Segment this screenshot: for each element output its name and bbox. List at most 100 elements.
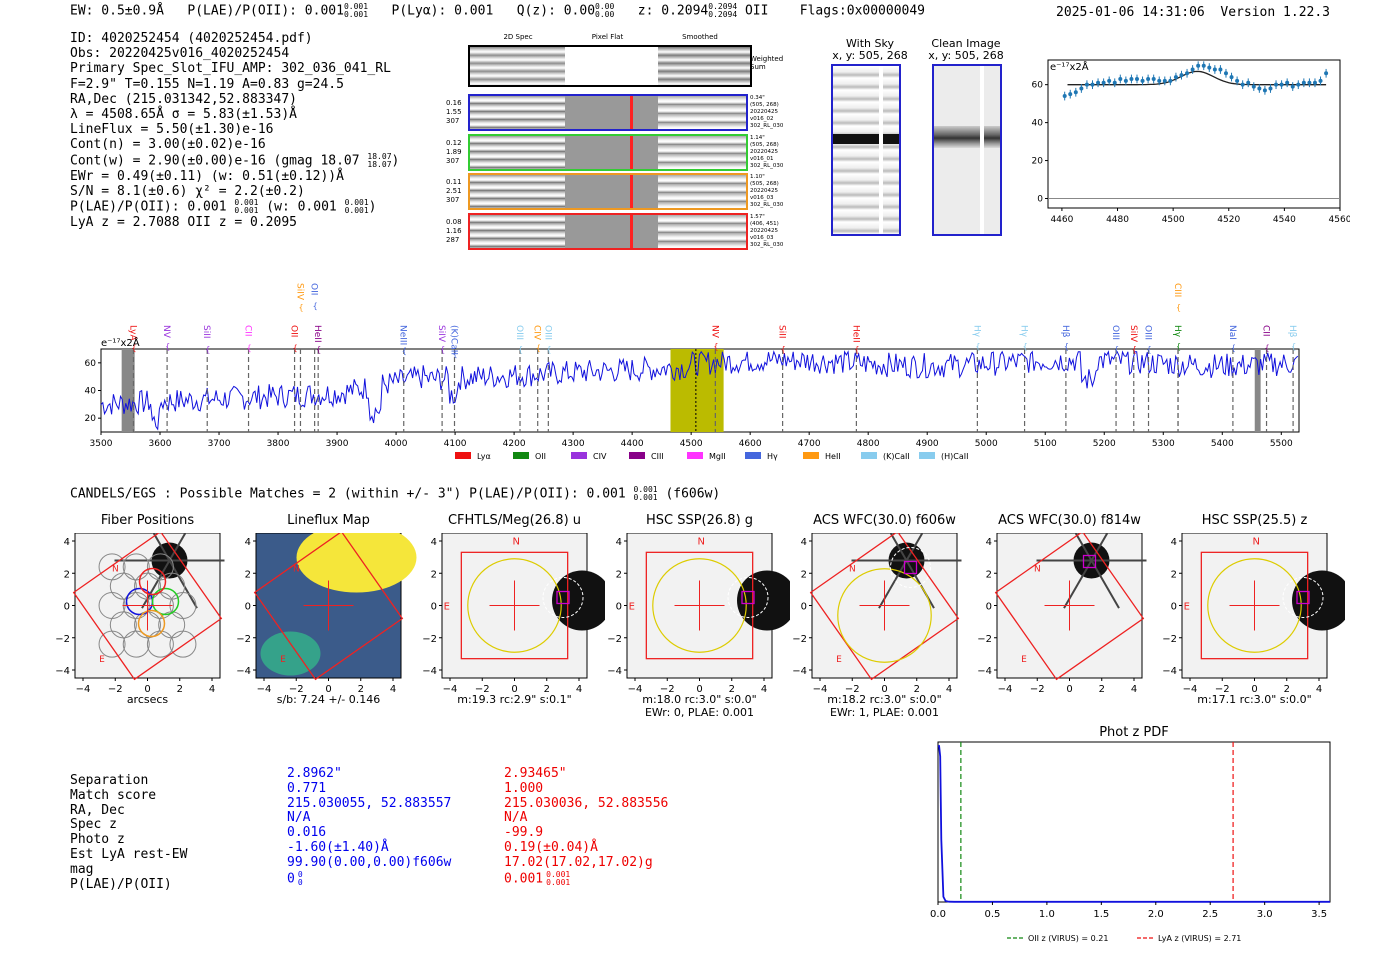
north-label: N bbox=[849, 565, 856, 575]
full-xtick-label: 4100 bbox=[444, 439, 467, 449]
with-sky-xy: x, y: 505, 268 bbox=[832, 49, 908, 62]
full-line-label: HeII bbox=[312, 325, 322, 343]
photz-xtick-label: 0.5 bbox=[984, 909, 1000, 920]
with-sky-gap bbox=[879, 66, 883, 234]
info-contw-sub: 18.07 bbox=[367, 159, 392, 169]
match-value-sup: 0 bbox=[297, 869, 303, 879]
cutout-ytick-label: 0 bbox=[431, 602, 437, 613]
full-line-brace: { bbox=[131, 344, 136, 353]
match-value: 99.90(0.00,0.00)f606w bbox=[287, 855, 451, 871]
spec2d-row-2d bbox=[470, 175, 565, 208]
weighted-sum-label: Weighted Sum bbox=[750, 55, 784, 71]
clean-gap bbox=[980, 66, 984, 234]
full-legend-label: CIII bbox=[651, 452, 664, 461]
zoom-point bbox=[1229, 75, 1234, 80]
east-label: E bbox=[99, 655, 105, 665]
diffraction-spike bbox=[1090, 533, 1109, 561]
header-datetime: 2025-01-06 14:31:06 bbox=[1056, 5, 1205, 20]
full-line-label: Hγ bbox=[1019, 325, 1029, 338]
zoom-point bbox=[1240, 82, 1245, 87]
info-contw-sup: 18.07 bbox=[367, 151, 392, 161]
full-line-label: OIII bbox=[1143, 325, 1153, 340]
full-legend-swatch bbox=[513, 452, 529, 459]
full-xtick-label: 4300 bbox=[562, 439, 585, 449]
cutout-panel: N E 4 2 0 −2 −4 −4 −2 0 2 4 bbox=[55, 533, 225, 695]
cutout-caption: m:19.3 rc:2.9" s:0.1" bbox=[457, 693, 572, 706]
full-ytick-label: 60 bbox=[85, 359, 97, 369]
info-plae: P(LAE)/P(OII): 0.001 0.001 0.001 (w: 0.00… bbox=[70, 198, 377, 216]
spec2d-row-stat: 0.11 bbox=[446, 178, 462, 186]
header-plae-sub: 0.001 bbox=[343, 10, 369, 19]
clean-title-text: Clean Image bbox=[931, 37, 1001, 50]
aperture-diamond bbox=[994, 533, 1145, 681]
cutout-xtick-label: −2 bbox=[845, 684, 860, 695]
full-legend-label: Lyα bbox=[477, 452, 491, 461]
full-mask-right bbox=[1254, 349, 1261, 432]
full-xtick-label: 5200 bbox=[1093, 439, 1116, 449]
cutout-ytick-label: 4 bbox=[245, 537, 251, 548]
zoom-point bbox=[1118, 76, 1123, 81]
spec2d-panel: 2D Spec Pixel Flat Smoothed Weighted Sum… bbox=[440, 33, 790, 255]
photz-legend-label: OII z (VIRUS) = 0.21 bbox=[1028, 934, 1108, 943]
zoom-ytick-label: 60 bbox=[1032, 81, 1044, 91]
full-line-label: OII bbox=[289, 325, 299, 337]
full-line-brace: { bbox=[781, 345, 786, 354]
info-sn: S/N = 8.1(±0.6) χ² = 2.2(±0.2) bbox=[70, 183, 305, 199]
full-line-label: SiIV bbox=[436, 325, 446, 343]
full-legend-label: HeII bbox=[825, 452, 841, 461]
spec2d-row-stat: 0.12 bbox=[446, 138, 462, 147]
full-legend-swatch bbox=[687, 452, 703, 459]
spec2d-row-stats: 0.12 1.89 307 bbox=[446, 139, 468, 166]
catalog-aperture-circle bbox=[652, 558, 747, 653]
weighted-sum-row bbox=[468, 45, 752, 87]
clean-band bbox=[934, 126, 1000, 148]
zoom-xtick-label: 4520 bbox=[1217, 215, 1240, 225]
zoom-ytick-label: 20 bbox=[1032, 157, 1044, 167]
catalog-heading-tail: (f606w) bbox=[665, 486, 721, 502]
zoom-point bbox=[1168, 78, 1173, 83]
photz-xtick-label: 3.0 bbox=[1257, 909, 1273, 920]
spec2d-row-stat: 287 bbox=[446, 235, 460, 244]
cutout-ytick-label: 0 bbox=[801, 602, 807, 613]
north-label: N bbox=[112, 565, 119, 575]
clean-xy: x, y: 505, 268 bbox=[928, 49, 1004, 62]
spec2d-row-meta: 1.14" (505, 268) 20220425 v016_01 302_RL_030 bbox=[750, 135, 790, 170]
info-plae-w-sub: 0.001 bbox=[344, 206, 369, 216]
full-legend-label: (H)CaII bbox=[941, 452, 968, 461]
catalog-heading-text: CANDELS/EGS : Possible Matches = 2 (with… bbox=[70, 486, 626, 502]
spec2d-row-meta-line: (505, 268) bbox=[750, 102, 779, 108]
match-value: 2.8962" bbox=[287, 766, 451, 782]
cutout-ytick-label: 4 bbox=[616, 537, 622, 548]
east-label: E bbox=[1184, 602, 1190, 613]
spec2d-row-smoothed bbox=[658, 214, 746, 248]
full-line-brace: { bbox=[205, 345, 210, 354]
cutout-xtick-label: −4 bbox=[628, 684, 643, 695]
zoom-xtick-label: 4500 bbox=[1162, 215, 1185, 225]
photz-xtick-label: 1.5 bbox=[1093, 909, 1109, 920]
match-value-text: -1.60(±1.40)Å bbox=[287, 839, 389, 855]
full-line-label: OII bbox=[309, 283, 319, 295]
zoom-point bbox=[1223, 71, 1228, 76]
catalog-aperture-circle bbox=[467, 558, 562, 653]
diffraction-spike bbox=[152, 533, 171, 561]
info-id: ID: 4020252454 (4020252454.pdf) bbox=[70, 31, 313, 46]
north-label: N bbox=[513, 537, 520, 548]
zoom-ylabel: e⁻¹⁷x2Å bbox=[1050, 60, 1089, 73]
header-qz-sub: 0.00 bbox=[595, 10, 615, 19]
zoom-point bbox=[1140, 78, 1145, 83]
zoom-point bbox=[1101, 80, 1106, 85]
cutout-panel: N E 4 2 0 −2 −4 −4 −2 0 2 4 bbox=[236, 533, 417, 695]
cutout-ytick-label: −2 bbox=[55, 634, 70, 645]
aperture-diamond bbox=[72, 533, 223, 681]
weighted-sum-2d bbox=[470, 47, 565, 85]
cutout-xtick-label: 2 bbox=[358, 684, 364, 695]
match-label: RA, Dec bbox=[70, 802, 125, 818]
cutout-title: HSC SSP(26.8) g bbox=[645, 513, 754, 528]
spec2d-row-meta-line: 302_RL_030 bbox=[750, 202, 784, 208]
full-xtick-label: 5400 bbox=[1211, 439, 1234, 449]
cutout-title: CFHTLS/Meg(26.8) u bbox=[447, 513, 582, 528]
full-xtick-label: 3500 bbox=[90, 439, 113, 449]
cutout-ytick-label: 2 bbox=[986, 569, 992, 580]
match-value-text: 0.19(±0.04)Å bbox=[504, 839, 598, 855]
spec2d-row-meta-line: v016_01 bbox=[750, 155, 774, 162]
